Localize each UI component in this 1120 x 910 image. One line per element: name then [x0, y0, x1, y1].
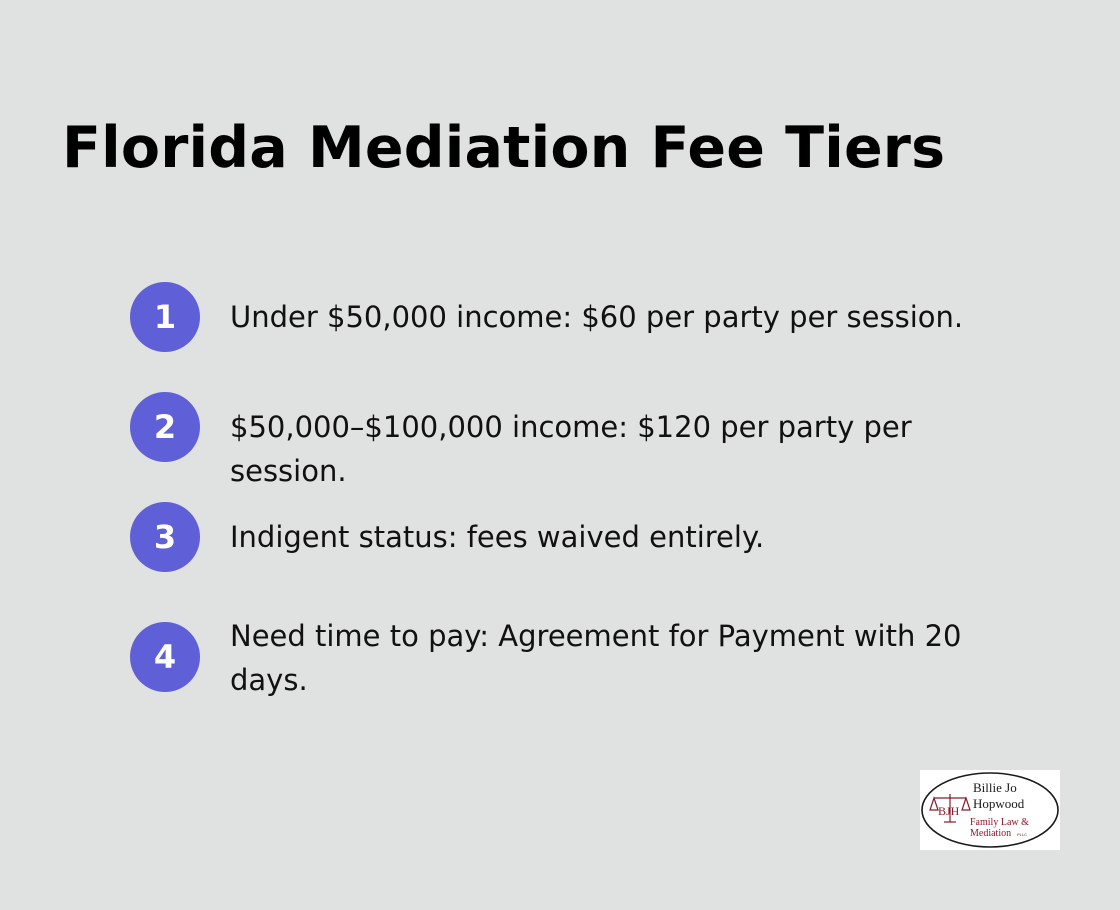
company-logo: BJH Billie Jo Hopwood Family Law & Media…	[920, 770, 1060, 850]
scales-of-justice-icon	[929, 794, 971, 823]
list-item-text: Need time to pay: Agreement for Payment …	[230, 619, 962, 697]
list-item-text: Indigent status: fees waived entirely.	[230, 520, 765, 554]
step-number-badge: 1	[130, 282, 200, 352]
step-number-badge: 2	[130, 392, 200, 462]
logo-monogram: BJH	[938, 804, 960, 818]
page-title: Florida Mediation Fee Tiers	[62, 115, 946, 181]
logo-line4: Mediation	[970, 828, 1011, 839]
logo-line2: Hopwood	[973, 796, 1025, 811]
logo-line3: Family Law &	[970, 817, 1029, 828]
logo-oval	[921, 772, 1059, 848]
logo-line1: Billie Jo	[973, 780, 1017, 795]
list-item-text: $50,000–$100,000 income: $120 per party …	[230, 410, 912, 488]
step-number-badge: 3	[130, 502, 200, 572]
step-number-badge: 4	[130, 622, 200, 692]
logo-suffix: PLLC	[1017, 832, 1027, 837]
list-item-text: Under $50,000 income: $60 per party per …	[230, 300, 964, 334]
company-logo-graphic: BJH Billie Jo Hopwood Family Law & Media…	[921, 772, 1059, 848]
